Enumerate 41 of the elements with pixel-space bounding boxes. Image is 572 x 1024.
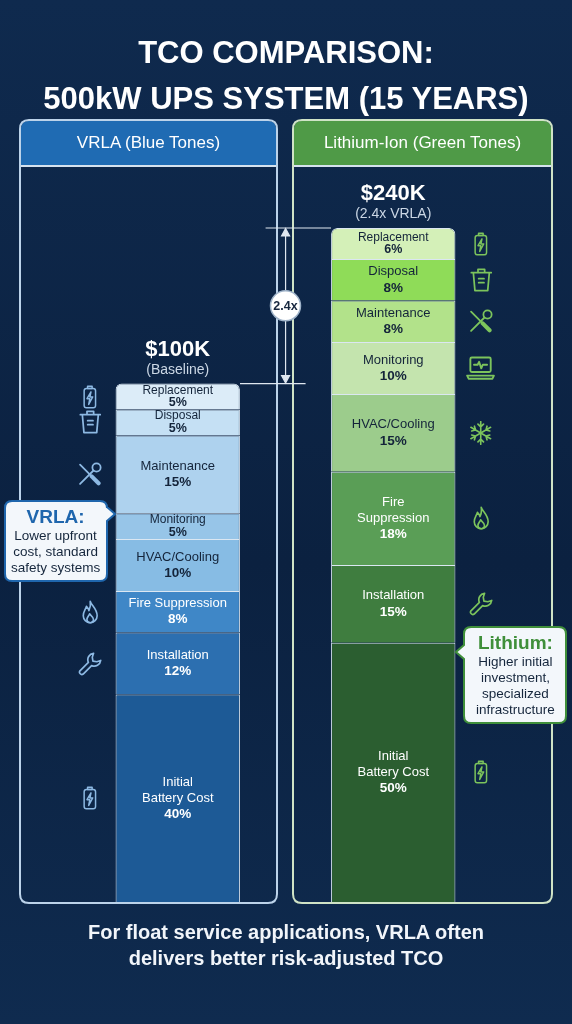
text: Monitoring <box>362 351 424 367</box>
series-label: Installation <box>146 647 209 663</box>
series-label: HVAC/Cooling <box>136 548 220 564</box>
data-label: 5% <box>168 524 187 539</box>
text: Installation <box>362 587 425 603</box>
data-label: 15% <box>379 603 407 619</box>
data-label: 12% <box>164 663 192 679</box>
data-label: 8% <box>167 611 188 627</box>
series-label: Initial Battery Cost <box>141 773 214 805</box>
text: Replacement <box>142 382 214 397</box>
chart-title: TCO COMPARISON: 500kW UPS SYSTEM (15 YEARS) <box>42 34 530 118</box>
data-label: 15% <box>379 432 407 448</box>
text: Fire Suppression <box>357 493 430 525</box>
annotation: (Baseline) <box>146 360 210 377</box>
data-label: 8% <box>383 321 404 337</box>
data-label: 10% <box>164 564 192 580</box>
text: Disposal <box>368 263 419 279</box>
data-label: 40% <box>164 806 192 822</box>
data-label: 15% <box>164 473 192 489</box>
data-label: 50% <box>379 780 407 796</box>
annotation: VRLA: Lower upfront cost, standard safety systems <box>9 506 102 576</box>
series-label: Maintenance <box>356 304 431 320</box>
data-label: 5% <box>168 421 187 436</box>
series-label: Disposal <box>154 408 201 423</box>
text: Initial Battery Cost <box>357 747 430 779</box>
annotation: 2.4x <box>273 298 298 313</box>
data-label: 5% <box>168 395 187 410</box>
data-label: 8% <box>383 279 404 295</box>
text: Maintenance <box>140 457 215 473</box>
data-label: 6% <box>384 242 403 257</box>
annotation: Lithium: Higher initial investment, specialized infrastructure <box>475 632 556 718</box>
annotation: $240K <box>360 180 426 205</box>
series-label: Monitoring <box>149 512 206 527</box>
data-label: 18% <box>379 526 407 542</box>
data-label: 10% <box>379 367 407 383</box>
series-label: Replacement <box>357 229 430 244</box>
series-label: Fire Suppression <box>128 595 227 611</box>
annotation: $100K <box>145 335 211 361</box>
text: For float service applications, VRLA often delivers better risk-adjusted TCO <box>87 920 485 971</box>
text: HVAC/Cooling <box>351 416 435 432</box>
annotation: (2.4x VRLA) <box>355 205 432 221</box>
